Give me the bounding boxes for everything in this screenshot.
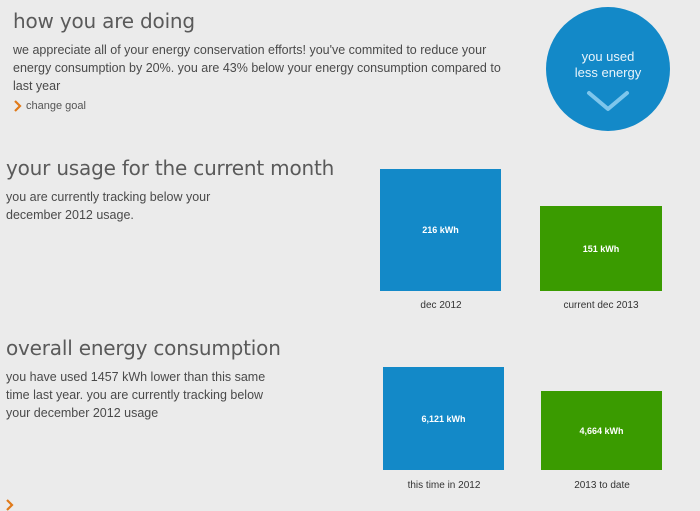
badge-line-1: you used (581, 49, 635, 64)
bar-label-2012: this time in 2012 (407, 480, 481, 491)
usage-bar-current-dec-2013: 151 kWh (540, 206, 662, 291)
bottom-link[interactable] (5, 499, 14, 511)
current-month-summary-text: you are currently tracking below your de… (6, 190, 211, 222)
bar-value: 151 kWh (582, 243, 620, 254)
chevron-down-icon (587, 91, 629, 111)
consumption-bar-2013: 4,664 kWh (541, 391, 662, 470)
usage-bar-dec-2012: 216 kWh (380, 169, 501, 291)
bar-label-dec-2012: dec 2012 (420, 300, 462, 311)
energy-status-label: you used less energy (546, 49, 670, 81)
bar-value: 216 kWh (422, 225, 459, 235)
consumption-bar-2012: 6,121 kWh (383, 367, 504, 470)
bar-value: 4,664 kWh (579, 425, 624, 436)
bar-label-current-dec-2013: current dec 2013 (563, 300, 639, 311)
chevron-right-icon (14, 100, 22, 112)
energy-status-badge: you used less energy (546, 7, 670, 131)
bar-label-2013: 2013 to date (574, 480, 630, 491)
goal-summary-text: we appreciate all of your energy conserv… (13, 43, 501, 93)
overall-consumption-summary-text: you have used 1457 kWh lower than this s… (6, 370, 266, 420)
bar-value: 6,121 kWh (421, 413, 466, 424)
chevron-right-icon (6, 499, 14, 511)
section-title-how-you-are-doing: how you are doing (13, 9, 195, 33)
badge-line-2: less energy (574, 65, 642, 80)
change-goal-link[interactable]: change goal (13, 100, 86, 112)
section-title-overall-consumption: overall energy consumption (6, 336, 281, 360)
change-goal-label: change goal (26, 100, 86, 112)
section-title-current-month: your usage for the current month (6, 156, 335, 180)
